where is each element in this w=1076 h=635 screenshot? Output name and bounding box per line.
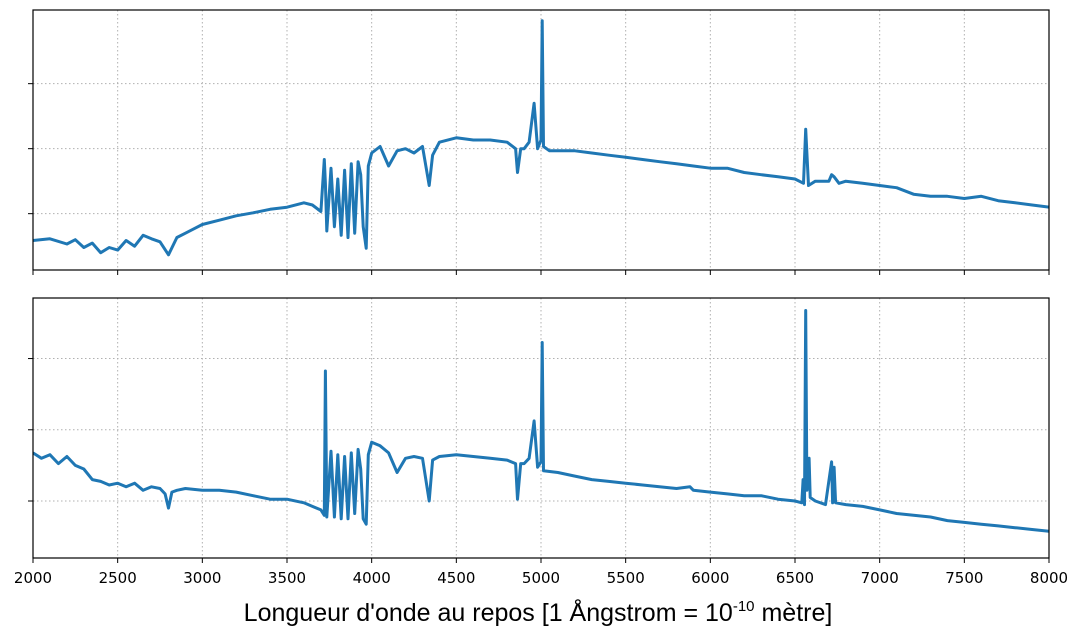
x-tick-label: 3500 xyxy=(268,569,306,587)
panel-bottom: 2000 2500 3000 3500 4000 4500 5000 5500 6000 6500… xyxy=(14,297,1068,587)
axes-frame xyxy=(32,9,1050,271)
x-axis-label-prefix: Longueur d'onde au repos [1 Ångstrom = 1… xyxy=(243,599,733,627)
x-tick-label: 5500 xyxy=(607,569,645,587)
spectrum-line-bottom xyxy=(33,309,1049,533)
x-tick-label: 7000 xyxy=(861,569,899,587)
x-tick-label: 6000 xyxy=(691,569,729,587)
x-axis-label: Longueur d'onde au repos [1 Ångstrom = 1… xyxy=(0,598,1076,628)
axes-frame xyxy=(32,297,1050,559)
x-tick-label: 8000 xyxy=(1030,569,1068,587)
x-tick-label: 5000 xyxy=(522,569,560,587)
x-tick-label: 7500 xyxy=(945,569,983,587)
x-tick-label: 2000 xyxy=(14,569,52,587)
x-axis-label-exponent: -10 xyxy=(732,598,755,615)
x-tick-label: 4500 xyxy=(437,569,475,587)
x-tick-label: 6500 xyxy=(776,569,814,587)
x-axis-label-suffix: mètre] xyxy=(754,599,833,627)
x-tick-label: 3000 xyxy=(183,569,221,587)
x-tick-label: 4000 xyxy=(353,569,391,587)
panel-top xyxy=(28,9,1050,275)
spectrum-line-top xyxy=(33,19,1049,257)
x-tick-label: 2500 xyxy=(99,569,137,587)
